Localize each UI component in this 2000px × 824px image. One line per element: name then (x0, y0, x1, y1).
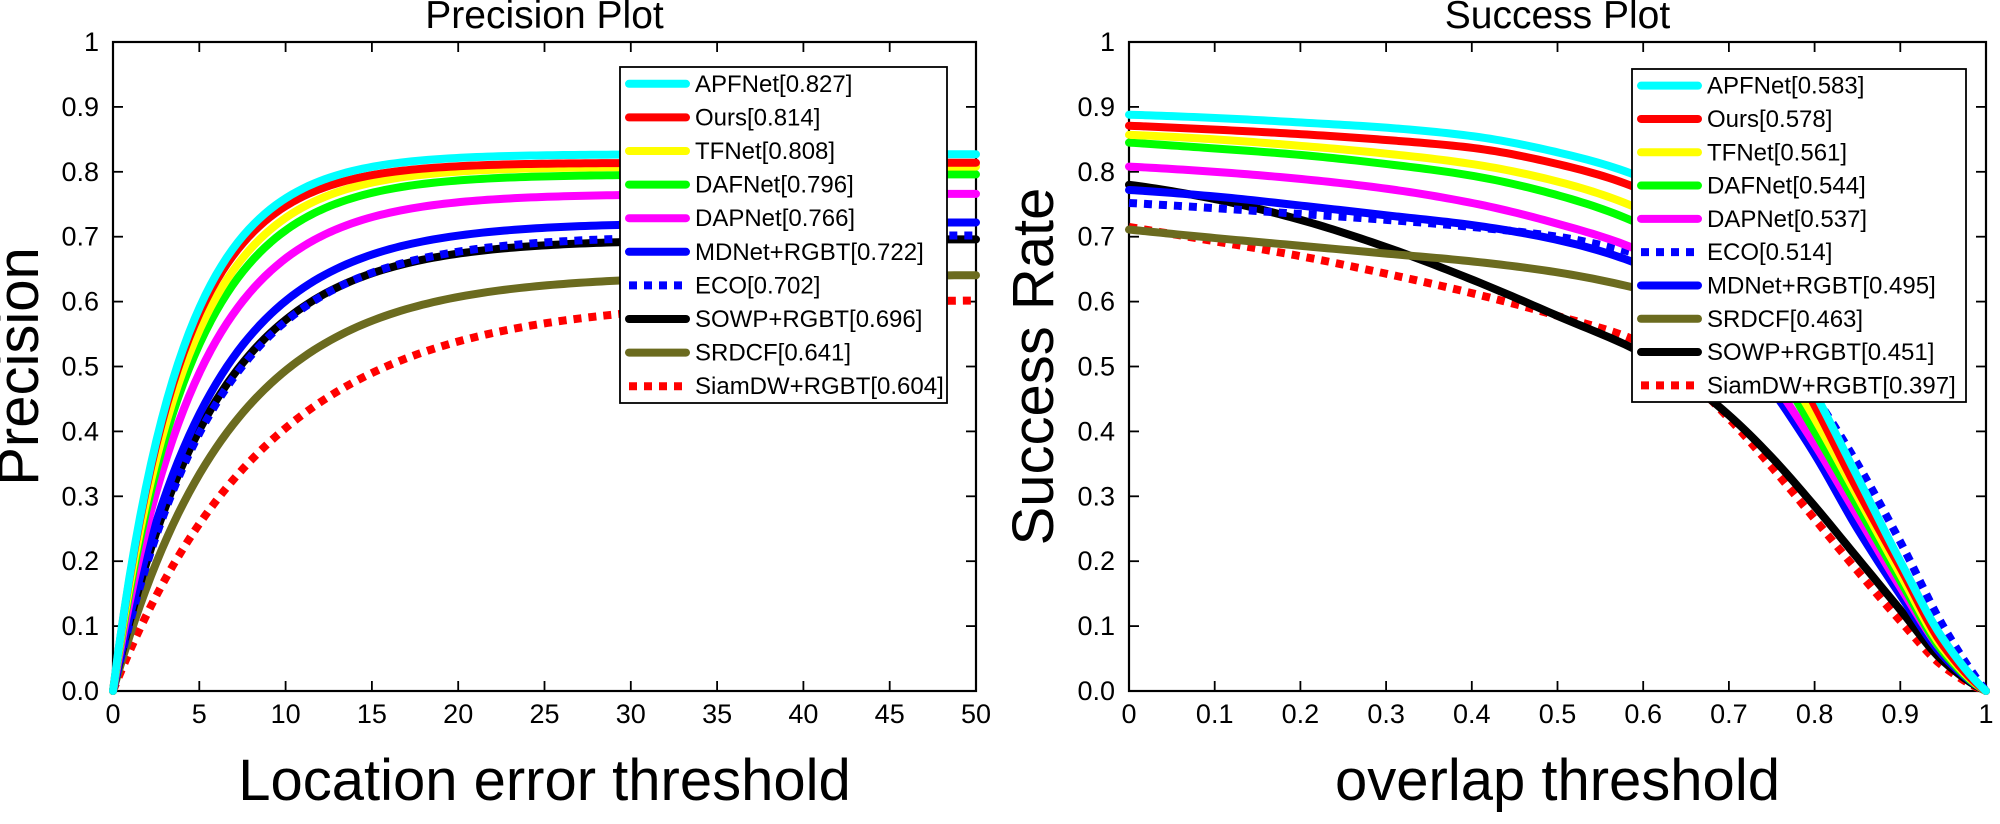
svg-text:45: 45 (875, 699, 905, 729)
svg-text:0: 0 (1121, 699, 1136, 729)
svg-text:0.3: 0.3 (1367, 699, 1405, 729)
svg-text:Ours[0.814]: Ours[0.814] (695, 104, 820, 131)
svg-text:0.6: 0.6 (1624, 699, 1662, 729)
svg-text:DAFNet[0.796]: DAFNet[0.796] (695, 172, 854, 199)
svg-text:overlap threshold: overlap threshold (1335, 748, 1780, 813)
svg-text:Location error threshold: Location error threshold (238, 748, 851, 813)
svg-text:5: 5 (192, 699, 207, 729)
svg-text:0.3: 0.3 (61, 481, 99, 511)
svg-text:0.0: 0.0 (1077, 676, 1115, 706)
svg-text:0.0: 0.0 (61, 676, 99, 706)
svg-text:0.7: 0.7 (1710, 699, 1748, 729)
svg-text:Ours[0.578]: Ours[0.578] (1707, 106, 1832, 133)
svg-text:0.2: 0.2 (1077, 546, 1115, 576)
svg-text:DAFNet[0.544]: DAFNet[0.544] (1707, 173, 1866, 200)
svg-text:ECO[0.514]: ECO[0.514] (1707, 239, 1832, 266)
svg-text:0: 0 (105, 699, 120, 729)
svg-text:1: 1 (84, 27, 99, 57)
svg-text:0.6: 0.6 (61, 287, 99, 317)
svg-text:1: 1 (1978, 699, 1993, 729)
svg-text:35: 35 (702, 699, 732, 729)
svg-text:0.9: 0.9 (1077, 92, 1115, 122)
svg-text:SRDCF[0.641]: SRDCF[0.641] (695, 340, 851, 367)
svg-text:10: 10 (271, 699, 301, 729)
svg-text:0.5: 0.5 (61, 352, 99, 382)
svg-text:SRDCF[0.463]: SRDCF[0.463] (1707, 306, 1863, 333)
svg-text:0.5: 0.5 (1539, 699, 1577, 729)
svg-text:15: 15 (357, 699, 387, 729)
svg-text:0.6: 0.6 (1077, 287, 1115, 317)
svg-text:0.4: 0.4 (1077, 416, 1115, 446)
svg-text:DAPNet[0.766]: DAPNet[0.766] (695, 205, 855, 232)
svg-text:0.9: 0.9 (61, 92, 99, 122)
svg-text:0.1: 0.1 (1196, 699, 1234, 729)
svg-text:40: 40 (788, 699, 818, 729)
svg-text:SOWP+RGBT[0.696]: SOWP+RGBT[0.696] (695, 306, 922, 333)
svg-text:SiamDW+RGBT[0.604]: SiamDW+RGBT[0.604] (695, 373, 944, 400)
svg-text:0.8: 0.8 (1077, 157, 1115, 187)
svg-text:50: 50 (961, 699, 991, 729)
svg-text:0.2: 0.2 (1282, 699, 1320, 729)
svg-text:TFNet[0.561]: TFNet[0.561] (1707, 139, 1847, 166)
svg-text:0.8: 0.8 (61, 157, 99, 187)
svg-text:Precision: Precision (0, 247, 51, 486)
svg-text:Precision Plot: Precision Plot (425, 0, 664, 37)
svg-text:0.9: 0.9 (1882, 699, 1920, 729)
svg-text:1: 1 (1100, 27, 1115, 57)
svg-text:DAPNet[0.537]: DAPNet[0.537] (1707, 206, 1867, 233)
svg-text:MDNet+RGBT[0.722]: MDNet+RGBT[0.722] (695, 239, 924, 266)
svg-text:ECO[0.702]: ECO[0.702] (695, 272, 820, 299)
svg-text:APFNet[0.827]: APFNet[0.827] (695, 71, 852, 98)
svg-text:0.4: 0.4 (61, 416, 99, 446)
svg-text:SiamDW+RGBT[0.397]: SiamDW+RGBT[0.397] (1707, 372, 1956, 399)
svg-text:25: 25 (529, 699, 559, 729)
svg-text:0.1: 0.1 (61, 611, 99, 641)
svg-text:0.4: 0.4 (1453, 699, 1491, 729)
svg-text:Success Plot: Success Plot (1445, 0, 1671, 37)
svg-text:0.7: 0.7 (1077, 222, 1115, 252)
svg-text:0.7: 0.7 (61, 222, 99, 252)
svg-text:APFNet[0.583]: APFNet[0.583] (1707, 73, 1864, 100)
svg-text:SOWP+RGBT[0.451]: SOWP+RGBT[0.451] (1707, 339, 1934, 366)
svg-text:TFNet[0.808]: TFNet[0.808] (695, 138, 835, 165)
svg-text:0.5: 0.5 (1077, 352, 1115, 382)
svg-text:30: 30 (616, 699, 646, 729)
svg-text:0.2: 0.2 (61, 546, 99, 576)
svg-text:0.8: 0.8 (1796, 699, 1834, 729)
svg-text:0.1: 0.1 (1077, 611, 1115, 641)
svg-text:Success Rate: Success Rate (1001, 188, 1066, 546)
svg-text:0.3: 0.3 (1077, 481, 1115, 511)
svg-text:20: 20 (443, 699, 473, 729)
svg-text:MDNet+RGBT[0.495]: MDNet+RGBT[0.495] (1707, 272, 1936, 299)
